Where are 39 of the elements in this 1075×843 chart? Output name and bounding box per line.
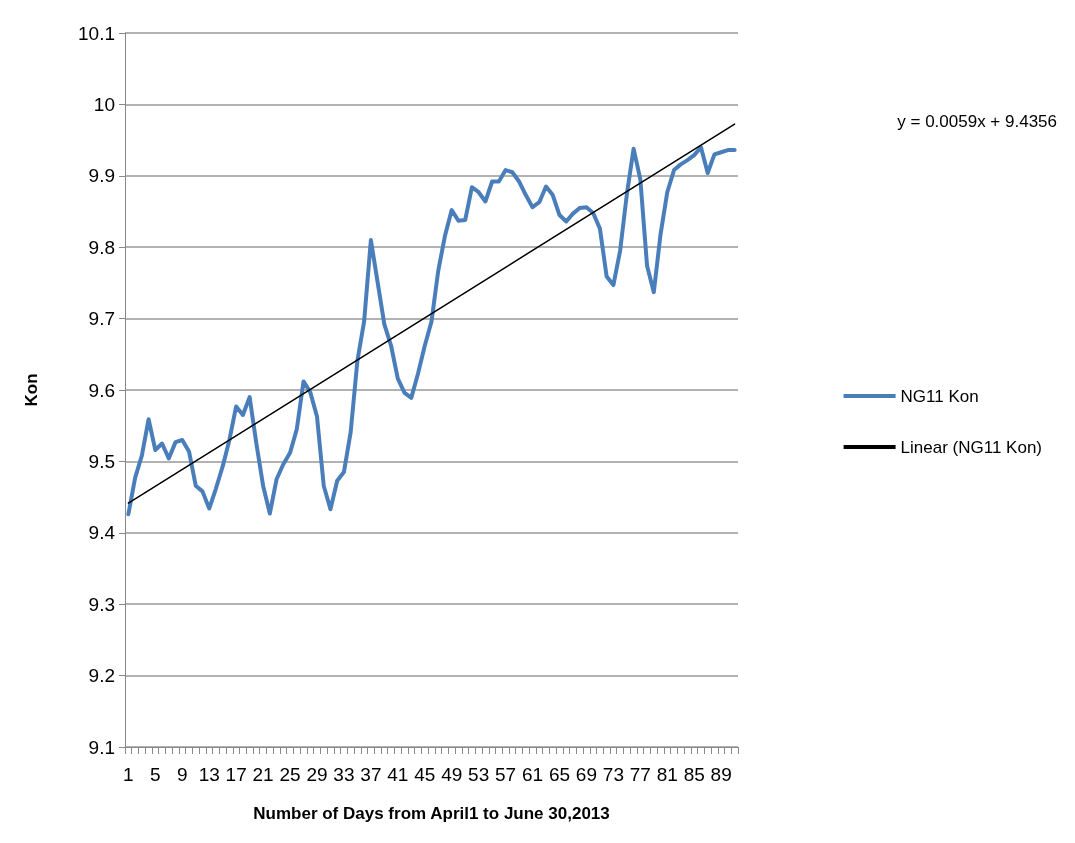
y-tick-label: 9.3 (88, 593, 115, 615)
x-tick-label: 61 (521, 764, 544, 785)
y-tick-label: 9.8 (88, 236, 115, 258)
x-tick-label: 73 (602, 764, 624, 785)
x-tick-label: 17 (225, 764, 247, 785)
x-tick-label: 81 (656, 764, 678, 785)
x-tick-label: 53 (468, 764, 490, 785)
y-axis-title: Kon (22, 373, 41, 407)
y-tick-label: 9.5 (88, 450, 115, 472)
x-tick-label: 33 (333, 764, 355, 785)
x-tick-label: 5 (150, 764, 161, 785)
x-tick-label: 89 (710, 764, 732, 785)
x-tick-label: 25 (279, 764, 301, 785)
y-tick-label: 9.1 (88, 736, 115, 758)
y-tick-label: 9.7 (88, 308, 115, 330)
x-tick-label: 77 (629, 764, 651, 785)
x-tick-label: 49 (441, 764, 463, 785)
x-tick-label: 13 (198, 764, 220, 785)
x-tick-label: 69 (575, 764, 597, 785)
y-tick-label: 9.6 (88, 379, 115, 401)
y-tick-label: 10 (93, 93, 115, 115)
x-tick-label: 1 (123, 764, 134, 785)
legend-label: NG11 Kon (900, 386, 979, 406)
x-tick-label: 45 (414, 764, 436, 785)
x-tick-label: 29 (306, 764, 328, 785)
x-axis-title: Number of Days from April1 to June 30,2013 (253, 804, 610, 823)
x-tick-label: 41 (387, 764, 409, 785)
y-tick-label: 9.2 (88, 665, 115, 687)
y-tick-label: 9.9 (88, 165, 115, 187)
x-tick-label: 21 (252, 764, 274, 785)
x-tick-label: 9 (176, 764, 188, 785)
x-tick-label: 57 (495, 764, 517, 785)
y-tick-label: 10.1 (78, 22, 115, 44)
legend-label: Linear (NG11 Kon) (900, 437, 1042, 457)
text: y = 0.0059x + 9.4356 (897, 112, 1058, 131)
x-tick-label: 65 (548, 764, 571, 785)
y-tick-label: 9.4 (88, 522, 116, 544)
x-tick-label: 37 (360, 764, 382, 785)
x-tick-label: 85 (683, 764, 705, 785)
